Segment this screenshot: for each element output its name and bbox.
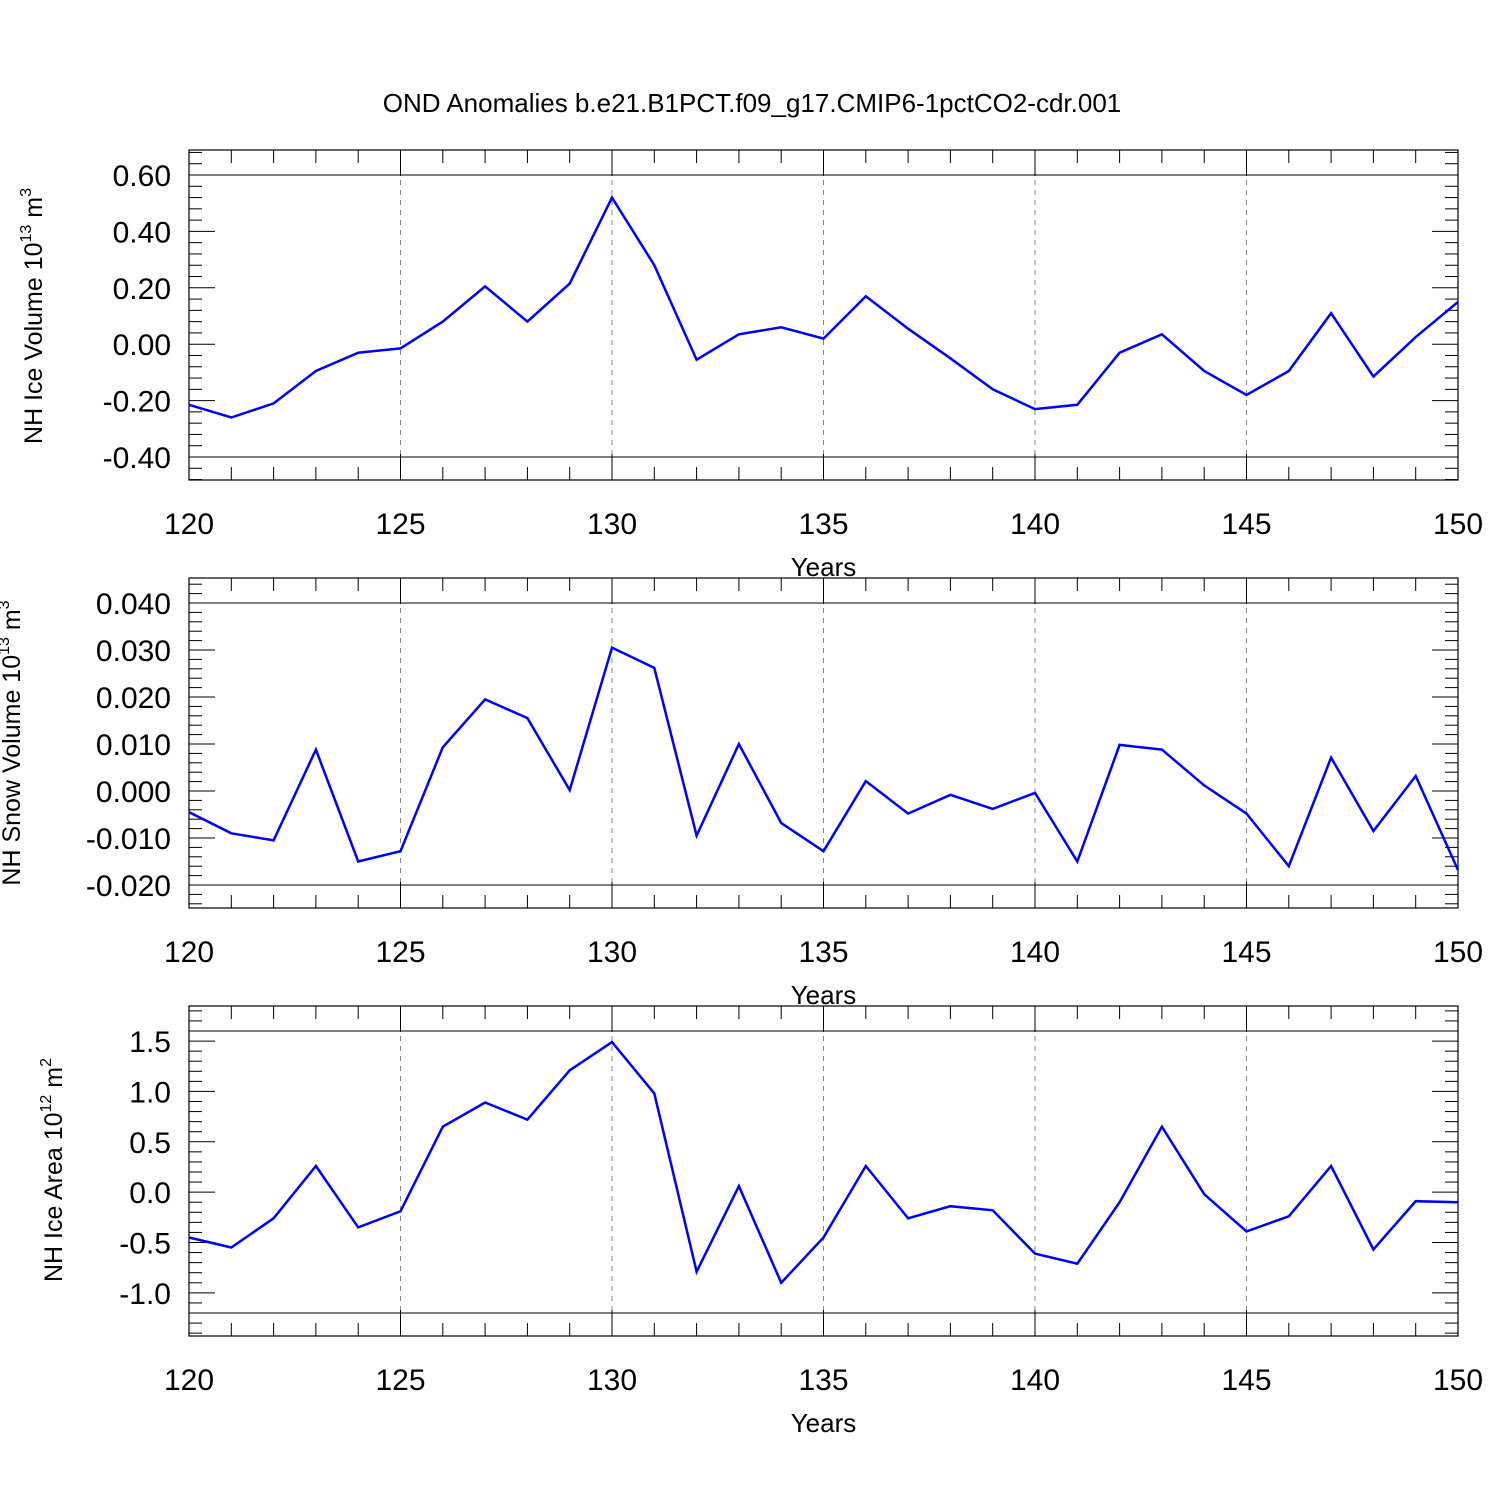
panel-2: -0.020 -0.010 0.000 0.010 0.020 0.030 0.040 120… [0,577,1483,1010]
y-tick-label: -0.020 [86,870,171,903]
x-tick-label: 120 [164,508,214,541]
x-tick-label: 145 [1221,508,1271,541]
y-tick-label: 1.5 [129,1026,171,1059]
y-tick-label: 0.60 [113,160,171,193]
series-line [188,1040,1459,1286]
y-tick-label: 0.000 [96,776,171,809]
y-tick-label: 0.00 [113,329,171,362]
x-tick-label: 125 [375,936,425,969]
x-tick-label: 140 [1010,936,1060,969]
y-tick-label: -0.20 [103,386,171,419]
y-axis-label: NH Snow Volume 1013 m3 [0,600,26,885]
x-axis-label: Years [791,552,857,582]
x-tick-label: 135 [798,1364,848,1397]
y-tick-label: -0.010 [86,823,171,856]
x-tick-label: 140 [1010,508,1060,541]
x-tick-label: 135 [798,936,848,969]
figure-title: OND Anomalies b.e21.B1PCT.f09_g17.CMIP6-… [383,88,1122,118]
y-tick-label: 0.5 [129,1127,171,1160]
y-axis-label: NH Ice Area 1012 m2 [38,1058,68,1282]
x-tick-label: 125 [375,508,425,541]
x-axis-label: Years [791,980,857,1010]
x-tick-label: 135 [798,508,848,541]
x-tick-label: 120 [164,936,214,969]
x-tick-label: 140 [1010,1364,1060,1397]
y-axis-label: NH Ice Volume 1013 m3 [18,188,48,444]
x-tick-label: 120 [164,1364,214,1397]
x-tick-label: 145 [1221,936,1271,969]
panel-1: -0.40 -0.20 0.00 0.20 0.40 0.60 120 125 130 135 14… [18,149,1483,582]
panel-3: -1.0 -0.5 0.0 0.5 1.0 1.5 120 125 130 135 140 145 15… [38,1005,1483,1438]
y-tick-label: 0.0 [129,1177,171,1210]
x-tick-label: 130 [587,508,637,541]
x-tick-label: 150 [1433,508,1483,541]
x-tick-label: 145 [1221,1364,1271,1397]
y-tick-label: 0.40 [113,216,171,249]
series-line [188,195,1459,419]
x-tick-label: 130 [587,936,637,969]
y-tick-label: -0.5 [119,1228,171,1261]
y-tick-label: -1.0 [119,1278,171,1311]
x-tick-label: 125 [375,1364,425,1397]
y-tick-label: 0.020 [96,682,171,715]
series-line [188,645,1460,871]
x-axis-label: Years [791,1408,857,1438]
y-tick-label: 1.0 [129,1076,171,1109]
y-tick-label: 0.040 [96,588,171,621]
x-tick-label: 150 [1433,936,1483,969]
y-tick-label: 0.030 [96,635,171,668]
x-tick-label: 150 [1433,1364,1483,1397]
y-tick-label: -0.40 [103,442,171,475]
y-tick-label: 0.010 [96,729,171,762]
panels: -0.40 -0.20 0.00 0.20 0.40 0.60 120 125 130 135 14… [0,149,1483,1438]
x-tick-label: 130 [587,1364,637,1397]
y-tick-label: 0.20 [113,273,171,306]
